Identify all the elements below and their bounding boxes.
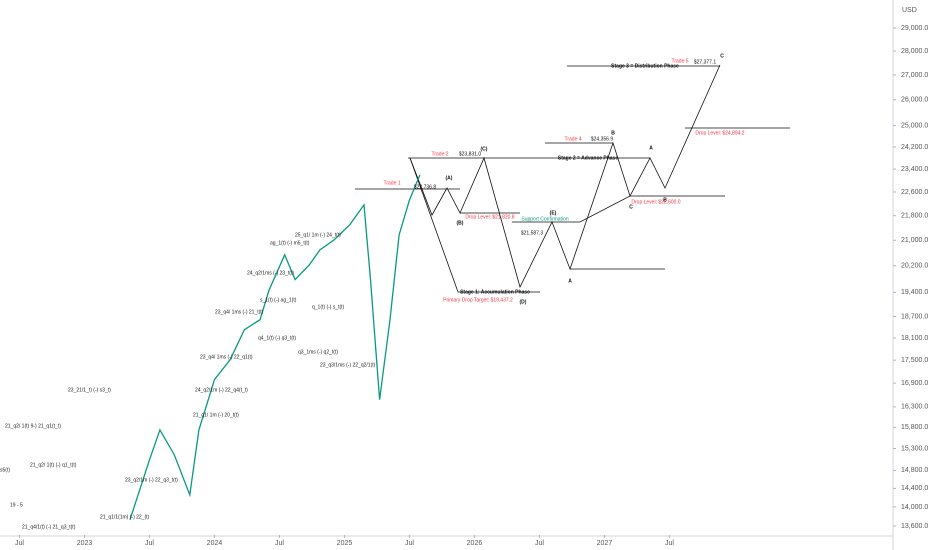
- x-tick-label: Jul: [535, 540, 544, 547]
- projection-lines: [355, 64, 790, 293]
- projection-label: Drop Level: $21,820.8: [465, 214, 514, 220]
- annotation: q_1(t) (-) s_t(t): [312, 304, 345, 310]
- y-tick-label: 14,000.0: [901, 504, 928, 511]
- annotation: 23_q4/ 1ms (-) 22_q1(t): [200, 354, 253, 360]
- y-tick-label: 16,900.0: [901, 380, 928, 387]
- y-tick-label: 27,000.0: [901, 72, 928, 79]
- y-tick-label: 21,800.0: [901, 213, 928, 220]
- annotation: s5(t): [0, 467, 10, 473]
- x-tick-label: Jul: [275, 540, 284, 547]
- annotation: 23_q2/1m (-) 22_q3_t(t): [125, 477, 178, 483]
- annotation: ag_1(t) (-) m5_t(t): [270, 240, 310, 246]
- y-tick-label: 15,800.0: [901, 424, 928, 431]
- x-tick-label: Jul: [405, 540, 414, 547]
- projection-label: Trade 5: [671, 58, 688, 64]
- projection-label: Stage 1: Accumulation Phase: [460, 289, 530, 295]
- y-tick-label: 17,500.0: [901, 357, 928, 364]
- y-tick-label: 19,400.0: [901, 289, 928, 296]
- annotation: s_1(t) (-) ag_1(t): [260, 297, 297, 303]
- projection-label: A: [568, 278, 572, 284]
- projection-label: B: [663, 197, 667, 203]
- currency: USD: [902, 7, 917, 14]
- projection-label: (A): [446, 175, 453, 181]
- x-tick-label: 2027: [597, 540, 613, 547]
- y-tick-label: 24,200.0: [901, 144, 928, 151]
- x-tick-label: Jul: [15, 540, 24, 547]
- projection-label: C: [720, 53, 724, 59]
- annotation: 19 - 5: [10, 502, 23, 508]
- projection-label: $21,587.3: [521, 230, 543, 236]
- projection-label: (B): [457, 220, 464, 226]
- annotation: 21_q4/1(t) (-) 21_q3_t(t): [22, 524, 76, 530]
- projection-label: Primary Drop Target: $19,437.2: [443, 297, 513, 303]
- annotation: 24_q2/1m (-) 22_q4(t_t): [195, 387, 248, 393]
- projection-label: Support Confirmation: [521, 216, 568, 222]
- y-tick-label: 20,200.0: [901, 263, 928, 270]
- annotation: 21_q1/ 1m (-) 20_t(t): [193, 412, 239, 418]
- annotation: 21_q2/ 1(t) (-) q1_t(t): [30, 462, 77, 468]
- projection-label: (D): [520, 299, 527, 305]
- annotation: 23_q4/ 1ms (-) 21_t(t): [215, 309, 264, 315]
- projection-label: Trade 1: [383, 180, 400, 186]
- price-line: [129, 174, 421, 520]
- y-tick-label: 16,300.0: [901, 404, 928, 411]
- y-tick-label: 14,800.0: [901, 467, 928, 474]
- x-tick-label: 2026: [467, 540, 483, 547]
- y-tick-label: 14,400.0: [901, 485, 928, 492]
- y-tick-label: 23,400.0: [901, 166, 928, 173]
- annotation: 24_q2/1ms (-) 23_t(t): [247, 270, 294, 276]
- projection-label: Drop Level: $22,600.0: [631, 199, 680, 205]
- x-tick-label: 2024: [207, 540, 223, 547]
- y-tick-label: 29,000.0: [901, 25, 928, 32]
- projection-label: Stage 2 = Advance Phase: [558, 155, 618, 161]
- y-tick-label: 13,600.0: [901, 523, 928, 530]
- x-tick-label: Jul: [665, 540, 674, 547]
- y-tick-label: 15,300.0: [901, 445, 928, 452]
- annotation: q3_1ms (-) q2_t(t): [298, 349, 338, 355]
- x-tick-label: 2025: [337, 540, 353, 547]
- annotation: 21_q1/1(1m) (-) 22_(t): [100, 514, 150, 520]
- y-tick-label: 18,700.0: [901, 313, 928, 320]
- annotation: q4_1(t) (-) q3_t(t): [258, 335, 296, 341]
- projection-label: B: [611, 130, 615, 136]
- x-tick-label: Jul: [145, 540, 154, 547]
- projection-label: A: [649, 145, 653, 151]
- projection-label: C: [629, 204, 633, 210]
- projection-label: Stage 3 = Distribution Phase: [611, 63, 679, 69]
- y-tick-label: 26,000.0: [901, 97, 928, 104]
- projection-label: $22,736.8: [414, 184, 436, 190]
- y-tick-label: 22,600.0: [901, 189, 928, 196]
- projection-label: (E): [550, 210, 557, 216]
- projection-label: $27,377.1: [694, 59, 716, 65]
- annotation: 21_q2/ 1(t) 9-) 21_q1(t_t): [5, 423, 61, 429]
- projection-label: (C): [481, 146, 488, 152]
- x-tick-label: 2023: [77, 540, 93, 547]
- projection-label: Trade 4: [564, 136, 581, 142]
- annotation: 23_21/1_t) (-) s3_t): [68, 387, 111, 393]
- projection-label: $23,831.0: [459, 151, 481, 157]
- y-tick-label: 28,000.0: [901, 48, 928, 55]
- y-tick-label: 18,100.0: [901, 335, 928, 342]
- projection-label: Drop Level: $24,894.2: [695, 130, 744, 136]
- projection-label: $24,356.9: [591, 136, 613, 142]
- projection-label: Trade 2: [431, 151, 448, 157]
- annotation: 25_q1/ 1m (-) 24_t(t): [295, 232, 341, 238]
- y-tick-label: 25,000.0: [901, 122, 928, 129]
- annotation: 23_q3/1ms (-) 22_q2/1(t): [320, 362, 376, 368]
- y-tick-label: 21,000.0: [901, 237, 928, 244]
